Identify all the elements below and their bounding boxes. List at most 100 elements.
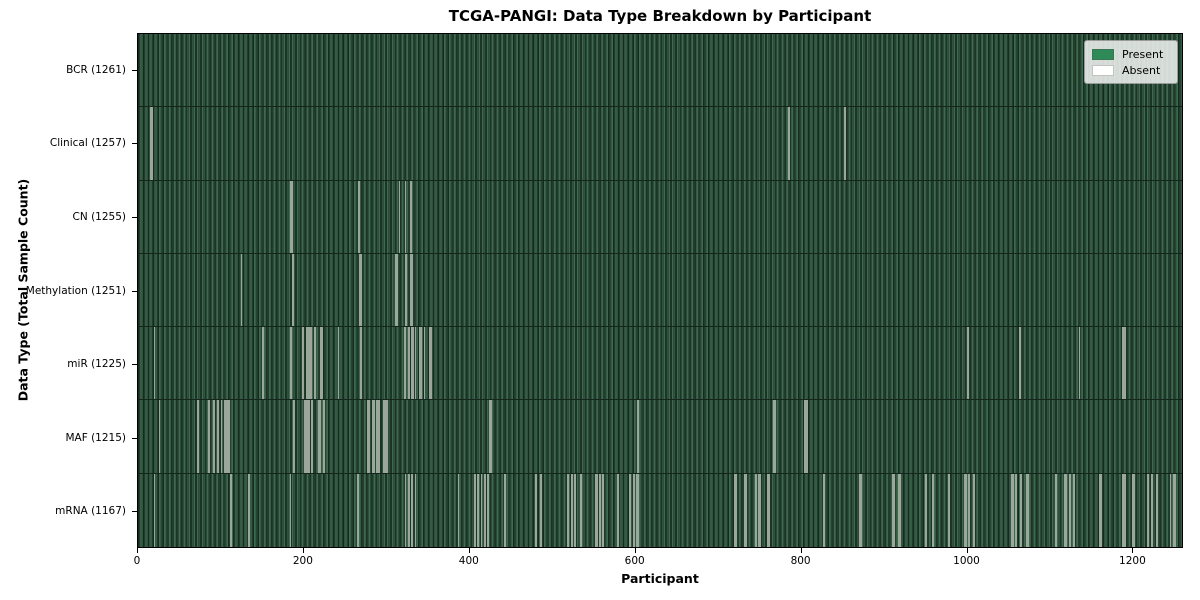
absent-marker xyxy=(480,473,483,547)
absent-marker xyxy=(308,400,311,473)
absent-marker xyxy=(368,400,370,473)
x-tick-label-400: 400 xyxy=(458,555,479,567)
legend-label-absent: Absent xyxy=(1122,63,1161,77)
absent-marker xyxy=(617,473,620,547)
y-tick-mark xyxy=(132,143,137,145)
absent-marker xyxy=(773,400,776,473)
absent-marker xyxy=(1156,473,1159,547)
absent-marker xyxy=(787,107,790,180)
absent-marker xyxy=(1174,473,1177,547)
absent-marker xyxy=(1124,327,1126,400)
absent-marker xyxy=(248,473,250,547)
absent-marker xyxy=(535,473,538,547)
absent-marker xyxy=(1015,473,1018,547)
absent-marker xyxy=(968,473,971,547)
absent-marker xyxy=(595,473,598,547)
absent-marker xyxy=(323,400,326,473)
x-tick-label-600: 600 xyxy=(624,555,645,567)
absent-marker xyxy=(893,473,895,547)
absent-marker xyxy=(1172,473,1175,547)
absent-marker xyxy=(489,400,492,473)
absent-marker xyxy=(629,473,632,547)
absent-marker xyxy=(337,327,340,400)
absent-marker xyxy=(414,473,417,547)
x-tick-mark xyxy=(1132,548,1134,553)
absent-marker xyxy=(570,473,573,547)
absent-marker xyxy=(602,473,605,547)
absent-marker xyxy=(423,327,426,400)
row-MAF xyxy=(138,400,1182,474)
legend-entry-absent: Absent xyxy=(1092,62,1169,78)
absent-marker xyxy=(503,473,506,547)
y-tick-mark xyxy=(132,437,137,439)
y-tick-mark xyxy=(132,216,137,218)
absent-marker xyxy=(755,473,758,547)
absent-marker xyxy=(599,473,601,547)
x-tick-label-1200: 1200 xyxy=(1119,555,1146,567)
absent-marker xyxy=(932,473,935,547)
absent-marker xyxy=(540,473,543,547)
absent-marker xyxy=(1169,473,1172,547)
y-tick-mark xyxy=(132,364,137,366)
absent-marker xyxy=(310,327,312,400)
absent-marker xyxy=(1078,327,1081,400)
x-tick-mark xyxy=(966,548,968,553)
absent-marker xyxy=(357,473,360,547)
absent-marker xyxy=(359,253,362,327)
absent-marker xyxy=(1012,473,1014,547)
absent-marker xyxy=(410,180,413,253)
row-mRNA xyxy=(138,473,1182,547)
y-tick-label-CN: CN (1255) xyxy=(72,210,126,223)
y-tick-mark xyxy=(132,69,137,71)
absent-marker xyxy=(240,253,243,327)
absent-marker xyxy=(404,327,407,400)
absent-marker xyxy=(430,327,432,400)
y-tick-label-BCR: BCR (1261) xyxy=(66,63,126,76)
absent-marker xyxy=(224,400,227,473)
absent-marker xyxy=(823,473,826,547)
absent-marker xyxy=(217,400,220,473)
absent-marker xyxy=(965,473,967,547)
y-tick-label-mRNA: mRNA (1167) xyxy=(55,505,126,518)
absent-marker xyxy=(1065,473,1067,547)
absent-marker xyxy=(768,473,770,547)
y-tick-label-Methylation: Methylation (1251) xyxy=(25,284,126,297)
legend: Present Absent xyxy=(1084,40,1178,84)
absent-marker xyxy=(844,107,846,180)
absent-marker xyxy=(404,180,407,253)
absent-marker xyxy=(411,253,413,327)
absent-marker xyxy=(1055,473,1058,547)
absent-marker xyxy=(319,400,321,473)
x-tick-mark xyxy=(137,548,138,553)
plot-area xyxy=(137,33,1183,548)
absent-marker xyxy=(378,400,380,473)
absent-marker xyxy=(637,473,639,547)
absent-marker xyxy=(292,400,295,473)
absent-marker xyxy=(484,473,486,547)
absent-marker xyxy=(405,253,408,327)
absent-marker xyxy=(208,400,211,473)
absent-marker xyxy=(1069,473,1072,547)
absent-marker xyxy=(359,327,362,400)
absent-marker xyxy=(306,327,309,400)
absent-marker xyxy=(153,327,156,400)
x-tick-label-0: 0 xyxy=(133,555,141,567)
row-Methylation xyxy=(138,253,1182,328)
legend-entry-present: Present xyxy=(1092,46,1169,62)
absent-marker xyxy=(457,473,460,547)
absent-swatch-icon xyxy=(1092,64,1114,76)
absent-marker xyxy=(291,253,294,327)
absent-marker xyxy=(197,400,200,473)
absent-marker xyxy=(1122,473,1125,547)
absent-marker xyxy=(574,473,576,547)
row-CN xyxy=(138,180,1182,254)
absent-marker xyxy=(396,253,398,327)
absent-marker xyxy=(373,400,375,473)
absent-marker xyxy=(758,473,761,547)
legend-label-present: Present xyxy=(1122,47,1164,61)
absent-marker xyxy=(477,473,480,547)
absent-marker xyxy=(1100,473,1102,547)
absent-marker xyxy=(1073,473,1076,547)
absent-marker xyxy=(859,473,862,547)
row-BCR xyxy=(138,34,1182,108)
